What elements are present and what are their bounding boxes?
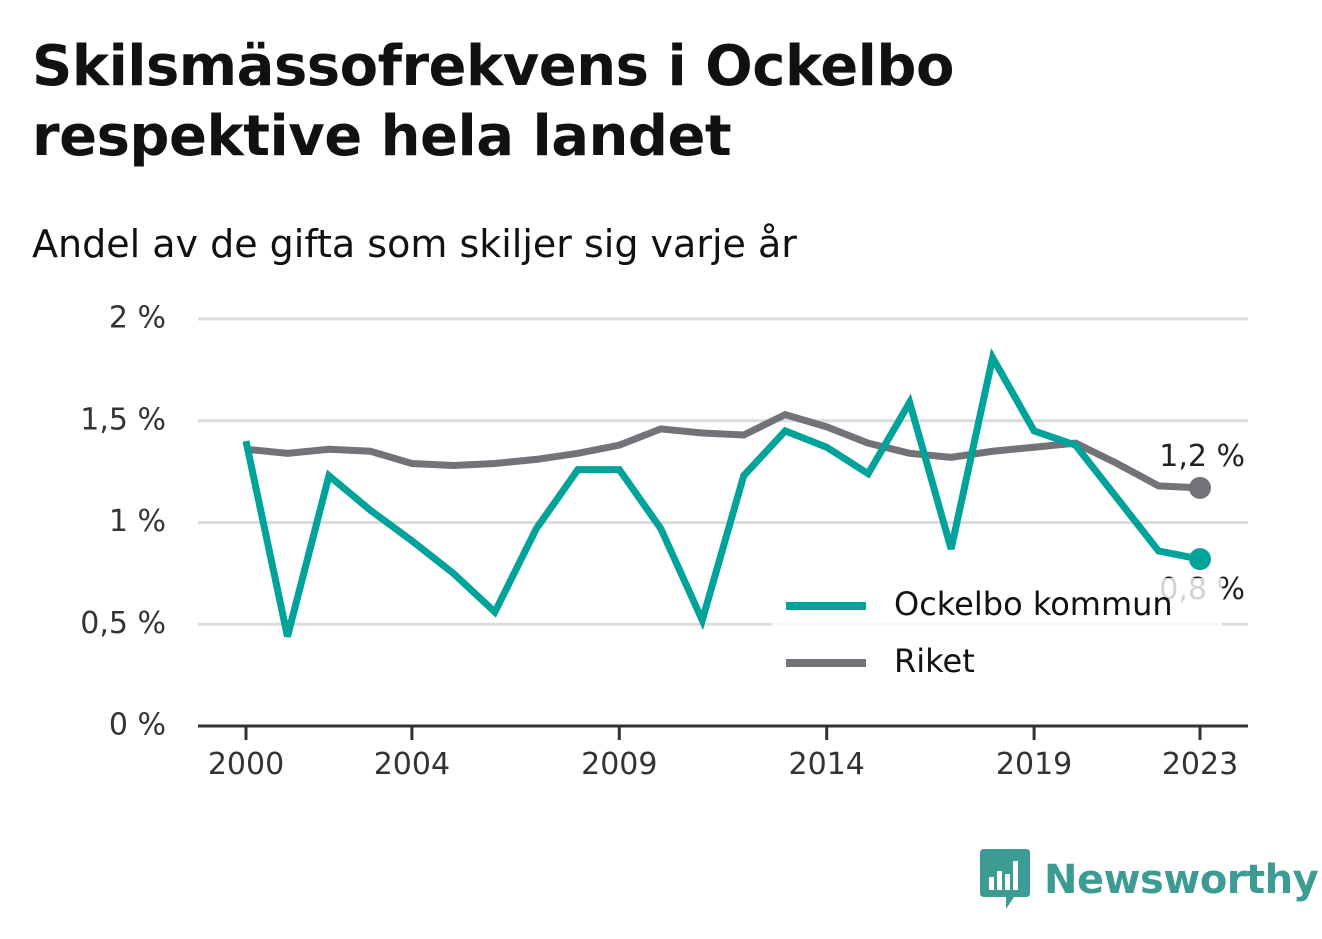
series-line-ockelbo bbox=[242, 347, 1201, 638]
series-lines bbox=[242, 347, 1201, 638]
chart-title: Skilsmässofrekvens i Ockelbo respektive … bbox=[32, 34, 954, 169]
legend-background bbox=[772, 578, 1222, 690]
bar-chart-speech-bubble-icon bbox=[980, 849, 1030, 909]
end-point-riket bbox=[1189, 476, 1211, 499]
newsworthy-brand[interactable]: Newsworthy bbox=[980, 848, 1319, 912]
y-tick-label: 2 % bbox=[109, 301, 166, 336]
x-tick-label: 2000 bbox=[208, 747, 284, 782]
y-axis-ticks: 0 % 0,5 % 1 % 1,5 % 2 % bbox=[80, 301, 166, 743]
legend-label: Riket bbox=[894, 642, 975, 680]
x-tick-label: 2009 bbox=[581, 747, 657, 782]
y-tick-label: 0 % bbox=[109, 708, 166, 743]
brand-name: Newsworthy bbox=[1044, 857, 1319, 903]
legend-label: Ockelbo kommun bbox=[894, 585, 1173, 623]
x-tick-label: 2004 bbox=[374, 747, 450, 782]
x-axis: 2000 2004 2009 2014 2019 2023 bbox=[198, 724, 1248, 782]
x-tick-label: 2019 bbox=[996, 747, 1072, 782]
end-label-riket: 1,2 % bbox=[1159, 439, 1245, 474]
chart-subtitle: Andel av de gifta som skiljer sig varje … bbox=[32, 222, 797, 266]
x-tick-label: 2023 bbox=[1162, 747, 1238, 782]
series-line-riket bbox=[245, 410, 1201, 492]
legend: Ockelbo kommun Riket bbox=[772, 578, 1222, 690]
y-tick-label: 1 % bbox=[109, 504, 166, 539]
end-point-ockelbo bbox=[1189, 548, 1211, 571]
y-tick-label: 1,5 % bbox=[80, 402, 166, 437]
y-tick-label: 0,5 % bbox=[80, 606, 166, 641]
x-tick-label: 2014 bbox=[789, 747, 865, 782]
